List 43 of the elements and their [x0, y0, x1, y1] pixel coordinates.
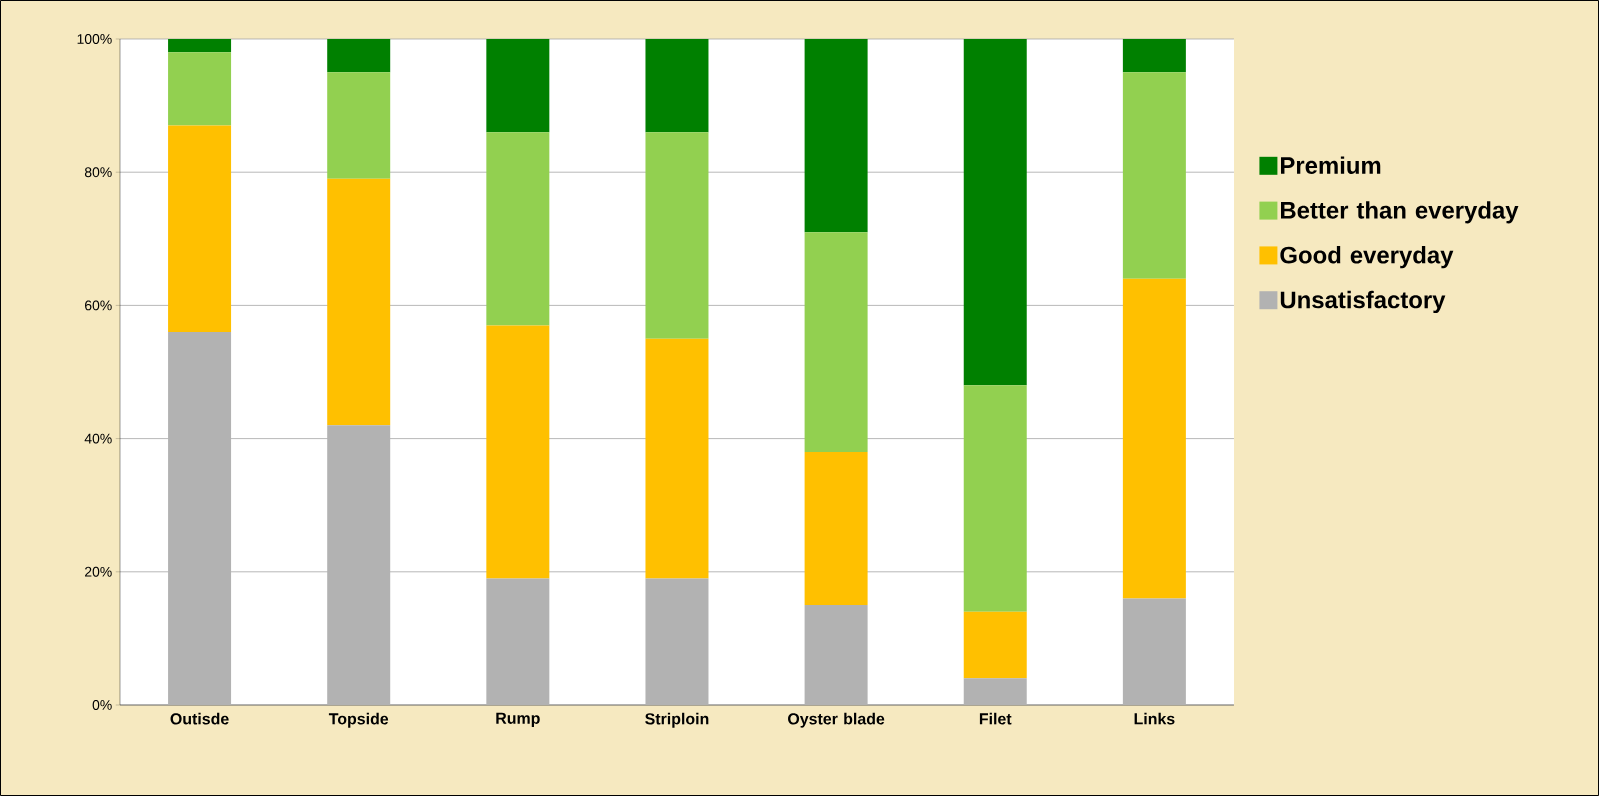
bar	[327, 72, 391, 179]
y-tick-label: 0%	[92, 700, 112, 710]
bar	[645, 338, 709, 579]
bar	[804, 232, 868, 452]
bar	[804, 38, 868, 233]
legend-label: Better than everyday	[1281, 201, 1519, 224]
bar	[963, 38, 1027, 386]
bar	[645, 132, 709, 339]
bar	[963, 385, 1027, 612]
legend-label: Premium	[1281, 156, 1381, 174]
bar	[804, 605, 868, 705]
x-tick-label: Outisde	[170, 712, 229, 725]
x-tick-label: Topside	[328, 712, 389, 728]
bar	[168, 38, 232, 53]
x-tick-label: Links	[1134, 712, 1175, 725]
bar	[486, 132, 550, 326]
legend-label: Unsatisfactory	[1280, 290, 1446, 314]
bar	[963, 678, 1027, 705]
x-tick-label: Rump	[496, 712, 540, 728]
y-tick-label: 80%	[84, 167, 112, 178]
bar	[645, 578, 709, 705]
bar	[486, 38, 550, 133]
bar	[327, 38, 391, 73]
y-tick-label: 20%	[85, 566, 112, 577]
legend-label: Good everyday	[1280, 246, 1454, 269]
bar	[1122, 598, 1186, 705]
bar	[168, 52, 232, 126]
y-tick-label: 40%	[84, 433, 112, 444]
bar	[486, 325, 550, 579]
x-tick-label: Striploin	[645, 712, 709, 728]
bar	[1122, 278, 1186, 599]
x-tick-label: Oyster blade	[788, 712, 885, 728]
bar	[804, 451, 868, 606]
bar	[168, 125, 232, 333]
bar	[1122, 38, 1186, 73]
bar	[645, 38, 709, 133]
bar	[963, 611, 1027, 679]
y-tick-label: 100%	[77, 34, 112, 44]
bar	[486, 578, 550, 705]
bar	[1122, 72, 1186, 279]
x-tick-label: Filet	[979, 712, 1012, 725]
y-tick-label: 60%	[85, 300, 112, 311]
bar	[327, 178, 391, 426]
